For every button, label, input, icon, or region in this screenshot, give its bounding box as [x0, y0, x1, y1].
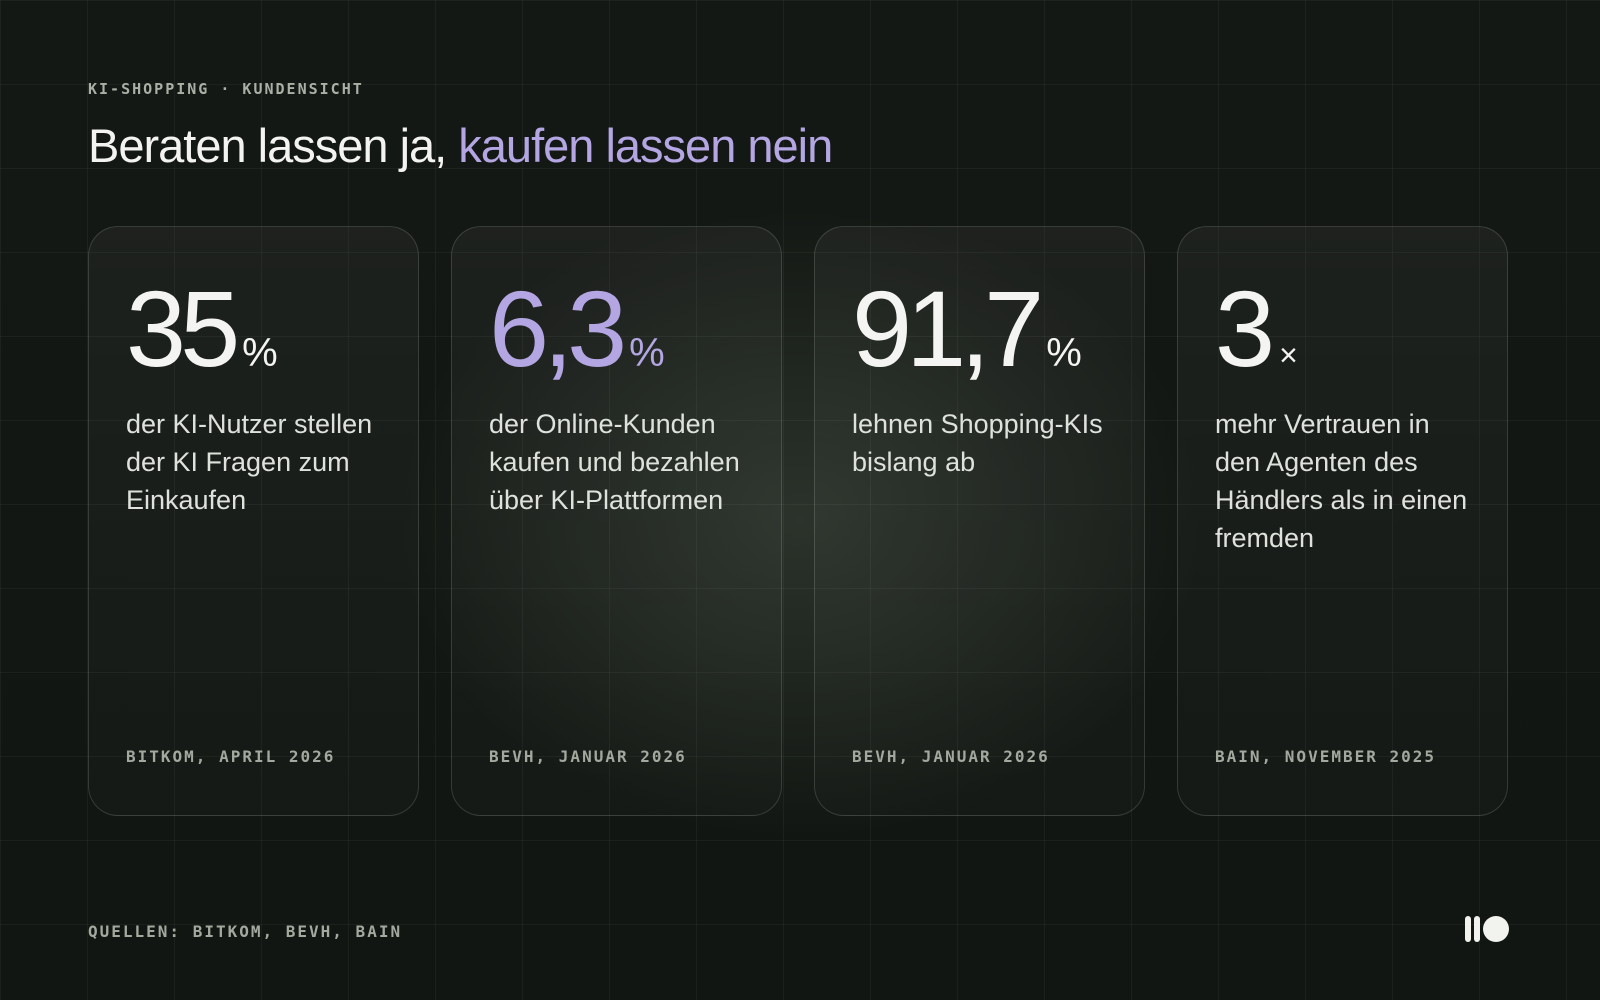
stat-unit: %: [629, 331, 665, 375]
stat-unit: %: [1046, 331, 1082, 375]
stat-value: 35%: [126, 275, 278, 383]
stat-value: 91,7%: [852, 275, 1082, 383]
stat-source: BEVH, JANUAR 2026: [852, 747, 1050, 766]
stat-number: 91,7: [852, 268, 1044, 389]
stat-value: 3 ×: [1215, 275, 1298, 383]
stat-value: 6,3%: [489, 275, 665, 383]
kicker: KI-SHOPPING · KUNDENSICHT: [88, 80, 364, 98]
stat-description: mehr Vertrauen in den Agenten des Händle…: [1215, 409, 1468, 553]
stat-unit: %: [242, 331, 278, 375]
stat-unit: ×: [1279, 337, 1298, 373]
stat-description: lehnen Shopping-KIs bislang ab: [852, 409, 1103, 477]
footer-sources: QUELLEN: BITKOM, BEVH, BAIN: [88, 922, 403, 941]
brand-logo-icon: [1465, 916, 1509, 942]
stat-card-4: 3 × mehr Vertrauen in den Agenten des Hän…: [1177, 226, 1508, 816]
stat-source: BAIN, NOVEMBER 2025: [1215, 747, 1437, 766]
title-part-2-accent: kaufen lassen nein: [458, 119, 833, 172]
stat-source: BITKOM, APRIL 2026: [126, 747, 336, 766]
stat-description: der Online-Kunden kaufen und bezahlen üb…: [489, 409, 740, 515]
stat-source: BEVH, JANUAR 2026: [489, 747, 687, 766]
page-title: Beraten lassen ja, kaufen lassen nein: [88, 118, 833, 173]
stat-number: 3: [1215, 268, 1275, 389]
stat-card-1: 35% der KI-Nutzer stellen der KI Fragen …: [88, 226, 419, 816]
stat-number: 35: [126, 268, 240, 389]
stat-card-2: 6,3% der Online-Kunden kaufen und bezahl…: [451, 226, 782, 816]
stat-card-3: 91,7% lehnen Shopping-KIs bislang ab BEV…: [814, 226, 1145, 816]
stat-number: 6,3: [489, 268, 627, 389]
stat-description: der KI-Nutzer stellen der KI Fragen zum …: [126, 409, 373, 515]
title-part-1: Beraten lassen ja,: [88, 119, 447, 172]
